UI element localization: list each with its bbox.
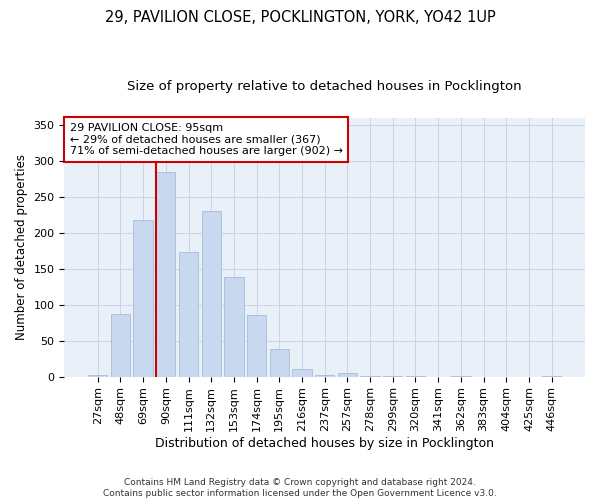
Bar [315, 375, 334, 376]
Text: Contains HM Land Registry data © Crown copyright and database right 2024.
Contai: Contains HM Land Registry data © Crown c… [103, 478, 497, 498]
Bar [133, 220, 153, 376]
Bar [269, 348, 289, 376]
Title: Size of property relative to detached houses in Pocklington: Size of property relative to detached ho… [127, 80, 522, 93]
Bar [247, 316, 266, 376]
Y-axis label: Number of detached properties: Number of detached properties [15, 154, 28, 340]
Bar [179, 252, 198, 376]
Bar [111, 314, 130, 376]
Bar [202, 210, 221, 376]
Text: 29, PAVILION CLOSE, POCKLINGTON, YORK, YO42 1UP: 29, PAVILION CLOSE, POCKLINGTON, YORK, Y… [104, 10, 496, 25]
Bar [292, 370, 311, 376]
X-axis label: Distribution of detached houses by size in Pocklington: Distribution of detached houses by size … [155, 437, 494, 450]
Bar [156, 172, 175, 376]
Bar [338, 373, 357, 376]
Bar [224, 278, 244, 376]
Text: 29 PAVILION CLOSE: 95sqm
← 29% of detached houses are smaller (367)
71% of semi-: 29 PAVILION CLOSE: 95sqm ← 29% of detach… [70, 123, 343, 156]
Bar [88, 375, 107, 376]
